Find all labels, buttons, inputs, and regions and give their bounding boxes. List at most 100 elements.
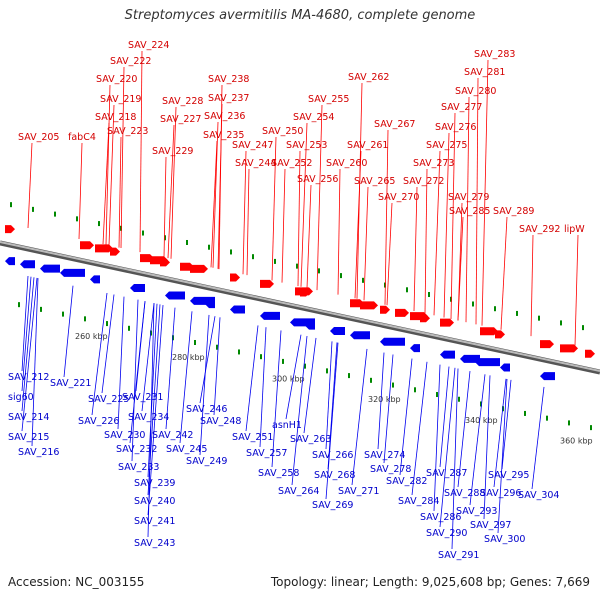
forward-gene-arrow [540, 340, 554, 349]
forward-gene-label: SAV_283 [474, 49, 515, 60]
forward-gene-label: SAV_220 [96, 74, 137, 85]
forward-leader-line [102, 122, 110, 245]
forward-gene-arrow [560, 344, 578, 353]
reverse-gene-label: SAV_266 [312, 450, 353, 461]
reverse-gene-label: SAV_234 [128, 412, 169, 423]
forward-leader-line [500, 216, 508, 330]
forward-gene-label: fabC4 [68, 132, 96, 143]
forward-gene-label: SAV_222 [110, 56, 151, 67]
forward-gene-label: SAV_265 [354, 176, 395, 187]
reverse-gene-arrow [5, 257, 15, 266]
forward-leader-line [574, 234, 579, 346]
forward-gene-label: SAV_235 [203, 130, 244, 141]
forward-gene-label: SAV_276 [435, 122, 476, 133]
track-marker [370, 377, 372, 383]
reverse-leader-line [21, 277, 38, 432]
forward-leader-line [281, 168, 286, 283]
reverse-gene-arrow [330, 326, 345, 335]
reverse-leader-line [291, 335, 308, 486]
reverse-gene-arrow [540, 372, 555, 381]
reverse-gene-label: SAV_268 [314, 470, 355, 481]
reverse-gene-label: SAV_232 [116, 444, 157, 455]
forward-gene-label: SAV_244 [235, 158, 276, 169]
scale-tick-label: 340 kbp [465, 416, 498, 425]
reverse-gene-label: SAV_300 [484, 534, 525, 545]
forward-gene-label: SAV_289 [493, 206, 534, 217]
track-marker [208, 244, 210, 250]
forward-gene-label: SAV_267 [374, 119, 415, 130]
track-marker [84, 316, 86, 322]
forward-gene-label: SAV_273 [413, 158, 454, 169]
forward-gene-label: SAV_228 [162, 96, 203, 107]
forward-leader-line [217, 103, 223, 269]
forward-leader-line [78, 142, 83, 239]
forward-gene-label: SAV_270 [378, 192, 419, 203]
track-marker [54, 211, 56, 217]
track-marker [414, 387, 416, 393]
reverse-gene-label: SAV_231 [122, 392, 163, 403]
track-marker [318, 268, 320, 274]
reverse-leader-line [327, 342, 338, 470]
forward-leader-line [163, 156, 167, 258]
forward-gene-label: lipW [564, 224, 585, 235]
reverse-gene-label: SAV_233 [118, 462, 159, 473]
reverse-gene-label: SAV_221 [50, 378, 91, 389]
forward-gene-arrow [360, 301, 378, 310]
track-marker [326, 368, 328, 374]
reverse-gene-arrow [40, 264, 60, 273]
forward-leader-line [210, 140, 218, 268]
reverse-gene-label: SAV_245 [166, 444, 207, 455]
scale-tick-label: 320 kbp [368, 395, 401, 404]
reverse-leader-line [199, 316, 216, 404]
forward-gene-label: SAV_224 [128, 40, 169, 51]
reverse-leader-line [179, 311, 193, 444]
reverse-gene-arrow [410, 344, 420, 353]
track-marker [480, 401, 482, 407]
reverse-leader-line [147, 303, 158, 478]
track-marker [10, 202, 12, 208]
forward-gene-label: SAV_205 [18, 132, 59, 143]
topology-summary: Topology: linear; Length: 9,025,608 bp; … [270, 575, 590, 589]
track-marker [216, 344, 218, 350]
track-marker [516, 310, 518, 316]
scale-tick-label: 280 kbp [172, 353, 205, 362]
forward-leader-line [450, 112, 456, 319]
reverse-leader-line [351, 348, 368, 486]
reverse-gene-arrow [165, 291, 185, 300]
reverse-gene-arrow [475, 358, 500, 367]
track-marker [32, 206, 34, 212]
forward-gene-arrow [480, 327, 498, 336]
reverse-gene-label: SAV_248 [200, 416, 241, 427]
scale-tick-label: 260 kbp [75, 332, 108, 341]
track-marker [472, 301, 474, 307]
forward-gene-label: SAV_275 [426, 140, 467, 151]
forward-leader-line [105, 84, 111, 245]
forward-gene-arrow [260, 279, 274, 288]
track-marker [274, 258, 276, 264]
reverse-leader-line [377, 352, 385, 450]
reverse-gene-label: SAV_304 [518, 490, 559, 501]
track-marker [98, 221, 100, 227]
forward-gene-arrow [395, 308, 409, 317]
track-marker [458, 396, 460, 402]
reverse-gene-label: SAV_271 [338, 486, 379, 497]
reverse-leader-line [469, 374, 486, 506]
track-marker [106, 321, 108, 327]
forward-gene-label: SAV_223 [107, 126, 148, 137]
reverse-leader-line [493, 378, 507, 488]
reverse-leader-line [411, 361, 428, 496]
forward-leader-line [120, 66, 125, 249]
forward-gene-arrow [110, 247, 120, 256]
reverse-leader-line [303, 337, 317, 434]
track-marker [186, 239, 188, 245]
track-marker [142, 230, 144, 236]
reverse-leader-line [325, 342, 339, 500]
forward-gene-label: SAV_227 [160, 114, 201, 125]
reverse-leader-line [101, 294, 115, 394]
forward-gene-label: SAV_253 [286, 140, 327, 151]
reverse-gene-label: SAV_284 [398, 496, 439, 507]
track-marker [252, 254, 254, 260]
forward-leader-line [481, 59, 489, 326]
reverse-leader-line [439, 367, 456, 528]
